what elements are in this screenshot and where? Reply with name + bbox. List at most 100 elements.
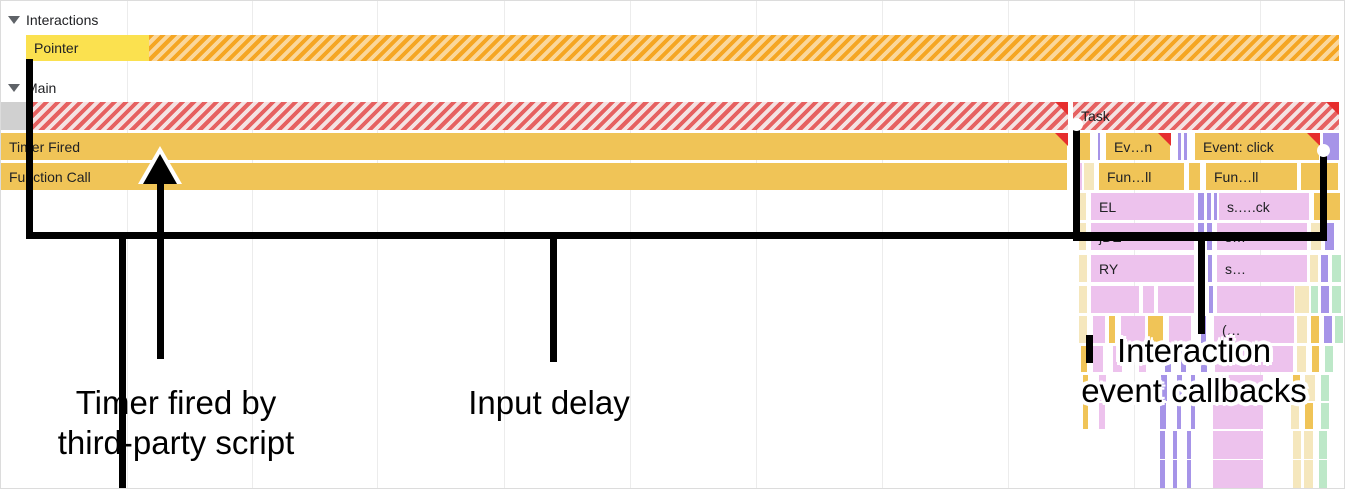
deep-row-4-segment-8[interactable] [1321,375,1329,401]
ry-row-segment-5[interactable] [1310,255,1318,282]
deep-row-5-segment-6[interactable] [1291,403,1299,429]
ry-row-segment-3[interactable] [1208,255,1212,282]
deep-row-7-segment-3[interactable] [1213,460,1263,488]
task-row-segment-0[interactable] [1,102,26,130]
deep-row-3-segment-5[interactable] [1181,346,1186,372]
timer-fired-row-segment-2[interactable] [1098,133,1100,160]
deep-row-7-segment-2[interactable] [1187,460,1191,488]
deep-row-6-segment-3[interactable] [1213,431,1263,459]
deep-row-1-segment-5[interactable] [1209,286,1213,313]
deep-row-5-segment-7[interactable] [1305,403,1314,429]
deep-row-2-segment-0[interactable] [1079,316,1087,343]
deep-row-1-segment-8[interactable] [1311,286,1318,313]
deep-row-7-segment-1[interactable] [1173,460,1177,488]
caret-down-icon[interactable] [8,84,20,92]
deep-row-3-segment-7[interactable] [1215,346,1293,372]
deep-row-3-segment-9[interactable] [1312,346,1320,372]
deep-row-2-segment-7[interactable]: (… [1214,316,1294,343]
group-header-interactions[interactable]: Interactions [3,9,203,31]
deep-row-5-segment-1[interactable] [1099,403,1105,429]
deep-row-6-segment-4[interactable] [1293,431,1301,459]
deep-row-1-segment-1[interactable] [1091,286,1139,313]
deep-row-1-segment-3[interactable] [1158,286,1194,313]
long-task-warning-icon[interactable] [1158,133,1171,146]
timer-fired-row-segment-6[interactable]: Event: click [1195,133,1320,160]
el-row-segment-1[interactable]: EL [1091,193,1194,220]
deep-row-3-segment-8[interactable] [1297,346,1306,372]
function-call-row-segment-5[interactable]: Fun…ll [1206,163,1298,190]
deep-row-3-segment-6[interactable] [1201,346,1207,372]
deep-row-2-segment-3[interactable] [1121,316,1145,343]
deep-row-2-segment-5[interactable] [1169,316,1191,343]
function-call-row-segment-4[interactable] [1189,163,1201,190]
deep-row-6-segment-2[interactable] [1187,431,1191,459]
deep-row-4-segment-0[interactable] [1083,375,1089,401]
long-task-warning-icon[interactable] [1307,133,1320,146]
deep-row-6-segment-5[interactable] [1304,431,1313,459]
deep-row-3-segment-3[interactable] [1139,346,1146,372]
deep-row-1-segment-6[interactable] [1217,286,1294,313]
ry-row-segment-4[interactable]: s… [1217,255,1307,282]
deep-row-1-segment-0[interactable] [1079,286,1087,313]
deep-row-1-segment-2[interactable] [1143,286,1154,313]
deep-row-4-segment-1[interactable] [1099,375,1106,401]
deep-row-1-segment-10[interactable] [1332,286,1341,313]
deep-row-2-segment-2[interactable] [1109,316,1116,343]
deep-row-3-segment-4[interactable] [1165,346,1171,372]
deep-row-7-segment-0[interactable] [1160,460,1165,488]
el-row-segment-2[interactable] [1198,193,1204,220]
ry-row-segment-1[interactable]: RY [1091,255,1194,282]
el-row-segment-6[interactable] [1314,193,1341,220]
pointer-duration-stripes[interactable] [149,35,1339,61]
task-row-segment-2[interactable]: Task [1073,102,1339,130]
ry-row-segment-0[interactable] [1079,255,1087,282]
el-row-segment-4[interactable] [1214,193,1217,220]
ry-row-segment-7[interactable] [1332,255,1341,282]
timer-fired-row-segment-5[interactable] [1184,133,1187,160]
deep-row-5-segment-4[interactable] [1191,403,1195,429]
deep-row-5-segment-8[interactable] [1321,403,1329,429]
ry-row-segment-6[interactable] [1321,255,1328,282]
deep-row-4-segment-7[interactable] [1305,375,1315,401]
deep-row-5-segment-3[interactable] [1177,403,1181,429]
long-task-warning-icon[interactable] [1055,102,1068,115]
deep-row-6-segment-6[interactable] [1319,431,1327,459]
timer-fired-row-segment-1[interactable] [1079,133,1091,160]
el-row-segment-5[interactable]: s.….ck [1219,193,1309,220]
deep-row-2-segment-4[interactable] [1148,316,1164,343]
deep-row-7-segment-6[interactable] [1319,460,1327,488]
function-call-row-segment-3[interactable]: Fun…ll [1099,163,1185,190]
long-task-warning-icon[interactable] [1055,133,1068,146]
deep-row-3-segment-1[interactable] [1093,346,1103,372]
deep-row-2-segment-1[interactable] [1093,316,1105,343]
task-row-segment-1[interactable] [26,102,1068,130]
deep-row-3-segment-10[interactable] [1325,346,1333,372]
deep-row-4-segment-3[interactable] [1177,375,1182,401]
deep-row-1-segment-7[interactable] [1295,286,1309,313]
group-header-main[interactable]: Main [3,77,203,99]
deep-row-4-segment-5[interactable] [1213,375,1263,401]
deep-row-4-segment-6[interactable] [1293,375,1301,401]
timer-fired-row-segment-4[interactable] [1178,133,1181,160]
deep-row-1-segment-9[interactable] [1321,286,1329,313]
deep-row-6-segment-1[interactable] [1173,431,1177,459]
el-row-segment-3[interactable] [1207,193,1211,220]
deep-row-5-segment-5[interactable] [1213,403,1263,429]
jde-row-segment-6[interactable] [1325,223,1334,250]
el-row-segment-0[interactable] [1079,193,1086,220]
deep-row-2-segment-8[interactable] [1297,316,1307,343]
long-task-warning-icon[interactable] [1326,102,1339,115]
caret-down-icon[interactable] [8,16,20,24]
deep-row-3-segment-2[interactable] [1113,346,1122,372]
deep-row-5-segment-0[interactable] [1083,403,1089,429]
deep-row-2-segment-9[interactable] [1311,316,1320,343]
deep-row-5-segment-2[interactable] [1160,403,1166,429]
deep-row-4-segment-2[interactable] [1161,375,1167,401]
function-call-row-segment-2[interactable] [1084,163,1094,190]
deep-row-7-segment-4[interactable] [1293,460,1301,488]
deep-row-6-segment-0[interactable] [1160,431,1165,459]
deep-row-2-segment-10[interactable] [1324,316,1332,343]
deep-row-4-segment-4[interactable] [1191,375,1195,401]
deep-row-7-segment-5[interactable] [1304,460,1313,488]
deep-row-2-segment-11[interactable] [1335,316,1343,343]
